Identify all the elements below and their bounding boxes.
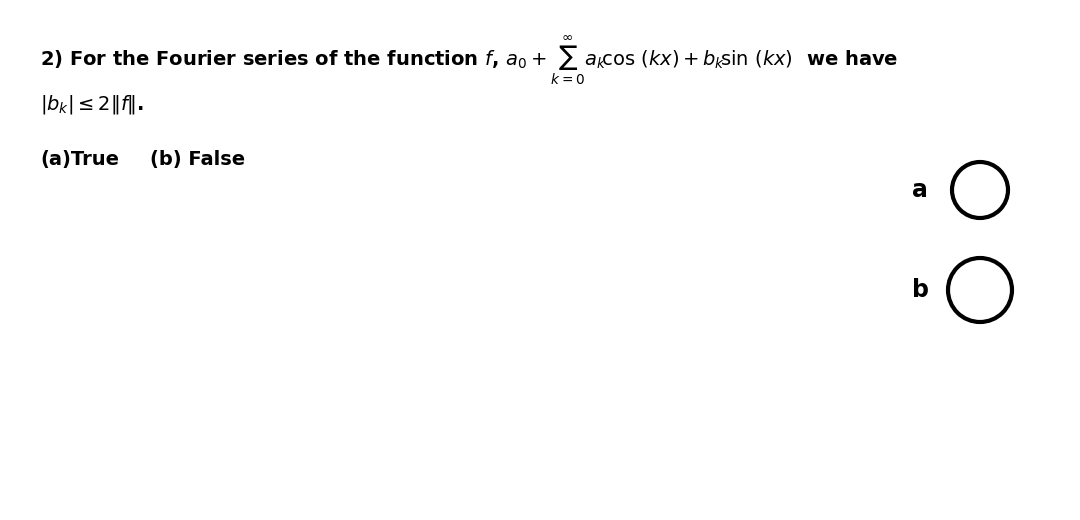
Text: (b) False: (b) False [150, 150, 245, 170]
Text: (a)True: (a)True [40, 150, 119, 170]
Text: $|b_k| \leq 2\|f\|$.: $|b_k| \leq 2\|f\|$. [40, 94, 144, 116]
Text: 2) For the Fourier series of the function $f$, $a_0 + \sum_{k=0}^{\infty} a_k\!\: 2) For the Fourier series of the functio… [40, 33, 899, 87]
Text: b: b [912, 278, 929, 302]
Text: a: a [913, 178, 928, 202]
